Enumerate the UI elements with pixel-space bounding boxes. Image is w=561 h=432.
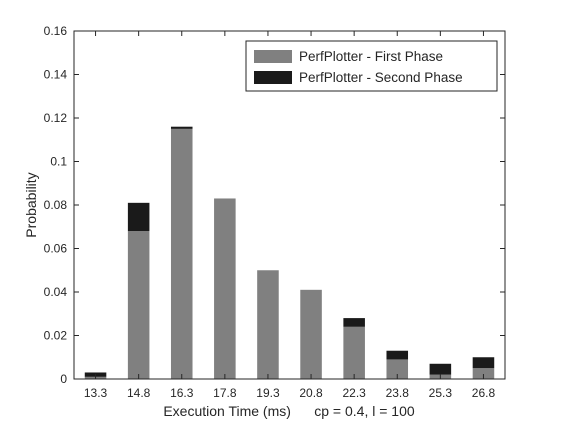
x-tick-label: 14.8	[127, 386, 151, 400]
y-tick-label: 0.08	[44, 198, 68, 212]
x-axis: 13.3 14.8 16.3 17.8 19.3 20.8 22.3 23.8 25.3 26.8	[84, 31, 496, 400]
legend-label-first-phase: PerfPlotter - First Phase	[299, 49, 443, 64]
x-tick-label: 19.3	[256, 386, 280, 400]
legend-label-second-phase: PerfPlotter - Second Phase	[299, 70, 463, 85]
bars-layer	[84, 126, 495, 380]
x-tick-label: 22.3	[342, 386, 366, 400]
x-axis-label: Execution Time (ms) cp = 0.4, l = 100	[163, 403, 415, 419]
bar-first-phase-17.8	[214, 198, 236, 379]
legend-swatch-second-phase	[254, 71, 292, 84]
y-tick-label: 0	[60, 372, 67, 386]
legend: PerfPlotter - First Phase PerfPlotter - …	[245, 40, 498, 92]
y-tick-label: 0.14	[44, 68, 68, 82]
y-tick-label: 0.12	[44, 111, 68, 125]
bar-first-phase-16.3	[170, 128, 193, 380]
y-tick-label: 0.1	[50, 155, 67, 169]
legend-swatch-first-phase	[254, 50, 292, 63]
bar-second-phase-16.3	[170, 126, 193, 129]
y-tick-label: 0.04	[44, 285, 68, 299]
y-tick-label: 0.16	[44, 24, 68, 38]
bar-second-phase-22.3	[343, 318, 365, 327]
bar-first-phase-14.8	[127, 231, 150, 379]
y-axis: 0 0.02 0.04 0.06 0.08 0.1 0.12 0.14 0.16	[44, 24, 505, 386]
bar-second-phase-26.8	[472, 357, 495, 369]
bar-first-phase-26.8	[472, 368, 495, 380]
bar-second-phase-23.8	[386, 350, 409, 360]
bar-first-phase-20.8	[300, 289, 322, 379]
bar-first-phase-23.8	[386, 359, 409, 379]
x-tick-label: 25.3	[429, 386, 453, 400]
x-tick-label: 16.3	[170, 386, 194, 400]
x-tick-label: 17.8	[213, 386, 237, 400]
y-axis-label: Probability	[23, 172, 39, 237]
x-tick-label: 23.8	[386, 386, 410, 400]
y-tick-label: 0.02	[44, 329, 68, 343]
x-tick-label: 26.8	[472, 386, 496, 400]
bar-second-phase-14.8	[127, 202, 150, 232]
bar-second-phase-25.3	[429, 363, 452, 375]
y-tick-label: 0.06	[44, 242, 68, 256]
bar-first-phase-22.3	[343, 326, 365, 379]
x-tick-label: 13.3	[84, 386, 108, 400]
x-tick-label: 20.8	[299, 386, 323, 400]
bar-first-phase-19.3	[257, 270, 279, 379]
